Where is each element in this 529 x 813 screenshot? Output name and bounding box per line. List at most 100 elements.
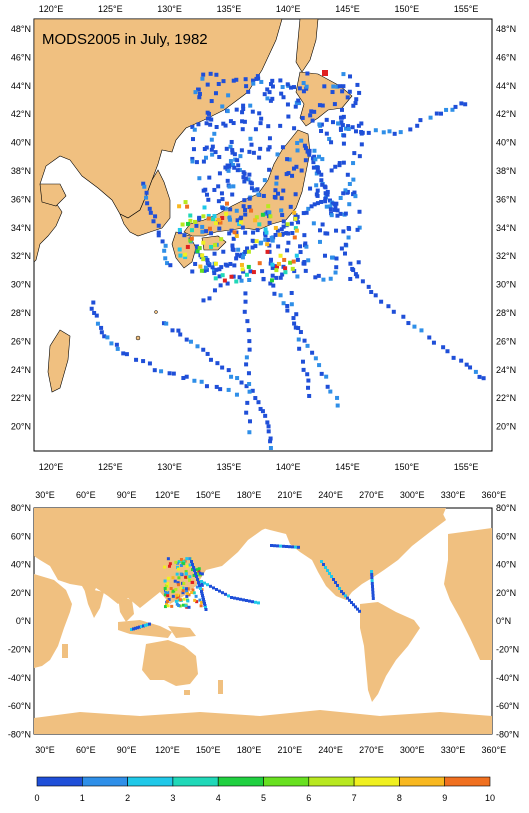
indonesia-land <box>118 620 172 638</box>
observation-cell <box>334 265 339 270</box>
observation-cell <box>212 131 217 136</box>
observation-cell <box>234 107 239 112</box>
observation-cell <box>194 594 198 598</box>
observation-cell <box>357 154 362 159</box>
observation-cell <box>221 121 226 126</box>
regional-x-ticks-bottom: 120°E 125°E 130°E 135°E 140°E 145°E 150°E 155°E <box>39 462 479 472</box>
observation-cell <box>196 578 199 581</box>
observation-cell <box>192 127 197 132</box>
y-tick-label: 20°N <box>496 588 516 598</box>
observation-cell <box>322 253 327 258</box>
observation-cell <box>208 357 213 362</box>
observation-cell <box>341 72 346 77</box>
observation-cell <box>244 84 249 89</box>
observation-cell <box>247 196 252 201</box>
y-tick-label: 80°N <box>11 503 31 513</box>
observation-cell <box>260 269 265 274</box>
observation-cell <box>355 274 360 279</box>
observation-cell <box>219 237 224 242</box>
observation-cell <box>401 314 406 319</box>
observation-cell <box>178 598 182 602</box>
observation-cell <box>197 216 202 221</box>
observation-cell <box>239 262 244 267</box>
observation-cell <box>343 126 348 131</box>
observation-cell <box>267 210 272 215</box>
observation-cell <box>225 178 230 183</box>
observation-cell <box>182 560 186 564</box>
observation-cell <box>215 588 218 591</box>
observation-cell <box>161 321 166 326</box>
observation-cell <box>191 137 196 142</box>
observation-cell <box>302 233 307 238</box>
y-tick-label: -20°N <box>8 645 31 655</box>
observation-cell <box>325 189 330 194</box>
observation-cell <box>138 625 141 629</box>
observation-cell <box>334 581 337 584</box>
observation-cell <box>185 564 189 568</box>
observation-cell <box>192 378 197 383</box>
observation-cell <box>231 162 236 167</box>
observation-cell <box>207 226 212 231</box>
y-tick-label: 26°N <box>11 336 31 346</box>
x-tick-label: 130°E <box>157 4 182 14</box>
observation-cell <box>352 190 357 195</box>
observation-cell <box>203 604 207 607</box>
y-tick-label: 32°N <box>496 251 516 261</box>
observation-cell <box>176 567 180 571</box>
observation-cell <box>178 253 183 258</box>
observation-cell <box>301 367 306 372</box>
observation-cell <box>218 387 223 392</box>
observation-cell <box>266 424 271 429</box>
observation-cell <box>262 92 267 97</box>
observation-cell <box>208 71 213 76</box>
observation-cell <box>202 205 207 210</box>
observation-cell <box>288 260 293 265</box>
sakhalin-land <box>295 19 319 73</box>
observation-cell <box>221 79 226 84</box>
observation-cell <box>319 178 324 183</box>
observation-cell <box>242 171 247 176</box>
observation-cell <box>258 146 263 151</box>
observation-cell <box>159 369 164 374</box>
observation-cell <box>251 81 256 86</box>
y-tick-label: -60°N <box>496 701 519 711</box>
colorbar-label: 7 <box>352 793 357 803</box>
observation-cell <box>261 193 266 198</box>
observation-cell <box>280 272 285 277</box>
observation-cell <box>279 196 284 201</box>
observation-cell <box>213 242 218 247</box>
observation-cell <box>182 581 186 585</box>
observation-cell <box>319 129 324 134</box>
observation-cell <box>220 365 225 370</box>
observation-cell <box>209 147 214 152</box>
india-land <box>84 588 104 618</box>
observation-cell <box>185 244 190 249</box>
tasmania-land <box>184 690 190 695</box>
observation-cell <box>323 199 328 204</box>
observation-cell <box>285 304 290 309</box>
observation-cell <box>256 192 261 197</box>
observation-cell <box>201 298 206 303</box>
x-tick-label: 330°E <box>441 490 466 500</box>
x-tick-label: 155°E <box>454 4 479 14</box>
observation-cell <box>275 228 280 233</box>
observation-cell <box>185 204 190 209</box>
observation-cell <box>200 590 203 593</box>
observation-cell <box>254 239 259 244</box>
observation-cell <box>234 256 239 261</box>
observation-cell <box>224 146 229 151</box>
observation-cell <box>291 166 296 171</box>
observation-cell <box>251 600 254 604</box>
observation-cell <box>204 121 209 126</box>
observation-cell <box>144 623 147 627</box>
observation-cell <box>280 232 285 237</box>
observation-cell <box>177 247 182 252</box>
x-tick-label: 145°E <box>335 462 360 472</box>
observation-cell <box>199 268 204 273</box>
observation-cell <box>273 188 278 193</box>
x-tick-label: 240°E <box>318 745 343 755</box>
observation-cell <box>95 321 100 326</box>
observation-cell <box>294 228 299 233</box>
observation-cell <box>200 580 203 583</box>
observation-cell <box>340 123 345 128</box>
